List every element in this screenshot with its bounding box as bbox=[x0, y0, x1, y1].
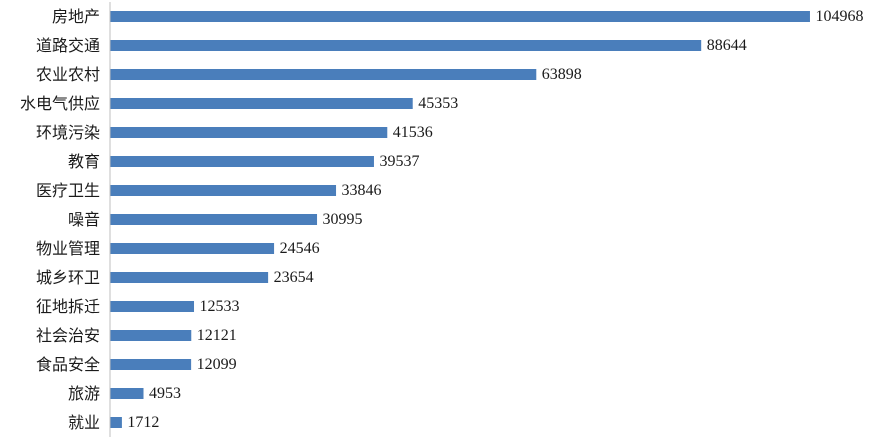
category-tick-label: 道路交通 bbox=[36, 36, 100, 55]
bar bbox=[110, 417, 122, 428]
category-tick-label: 房地产 bbox=[52, 7, 100, 26]
data-label: 23654 bbox=[274, 269, 314, 286]
category-tick-label: 城乡环卫 bbox=[36, 268, 100, 287]
data-label: 39537 bbox=[379, 153, 419, 170]
data-label: 12099 bbox=[197, 356, 237, 373]
data-label: 88644 bbox=[707, 37, 747, 54]
bar bbox=[110, 359, 192, 370]
data-label: 33846 bbox=[342, 182, 382, 199]
bar bbox=[110, 185, 337, 196]
bar bbox=[110, 40, 702, 51]
data-label: 63898 bbox=[542, 66, 582, 83]
bar bbox=[110, 272, 269, 283]
category-tick-label: 医疗卫生 bbox=[36, 181, 100, 200]
data-label: 30995 bbox=[323, 211, 363, 228]
category-tick-label: 教育 bbox=[68, 152, 100, 171]
bar bbox=[110, 214, 318, 225]
category-tick-label: 旅游 bbox=[68, 384, 100, 403]
bar bbox=[110, 156, 374, 167]
data-label: 12533 bbox=[200, 298, 240, 315]
data-label: 104968 bbox=[815, 8, 863, 25]
data-label: 12121 bbox=[197, 327, 237, 344]
category-tick-label: 农业农村 bbox=[36, 65, 100, 84]
bar bbox=[110, 127, 388, 138]
bar bbox=[110, 243, 275, 254]
data-label: 24546 bbox=[280, 240, 320, 257]
category-tick-label: 食品安全 bbox=[36, 355, 100, 374]
category-tick-label: 噪音 bbox=[68, 210, 100, 229]
bar bbox=[110, 388, 144, 399]
category-tick-label: 就业 bbox=[68, 413, 100, 432]
data-label: 45353 bbox=[418, 95, 458, 112]
category-tick-label: 环境污染 bbox=[36, 123, 100, 142]
data-label: 41536 bbox=[393, 124, 433, 141]
category-tick-label: 物业管理 bbox=[36, 239, 100, 258]
bar bbox=[110, 301, 195, 312]
data-label: 1712 bbox=[127, 414, 159, 431]
bar bbox=[110, 330, 192, 341]
category-tick-label: 社会治安 bbox=[36, 326, 100, 345]
bar bbox=[110, 98, 413, 109]
bar bbox=[110, 69, 537, 80]
data-label: 4953 bbox=[149, 385, 181, 402]
category-tick-label: 征地拆迁 bbox=[36, 297, 100, 316]
bar bbox=[110, 11, 810, 22]
category-tick-label: 水电气供应 bbox=[20, 94, 100, 113]
